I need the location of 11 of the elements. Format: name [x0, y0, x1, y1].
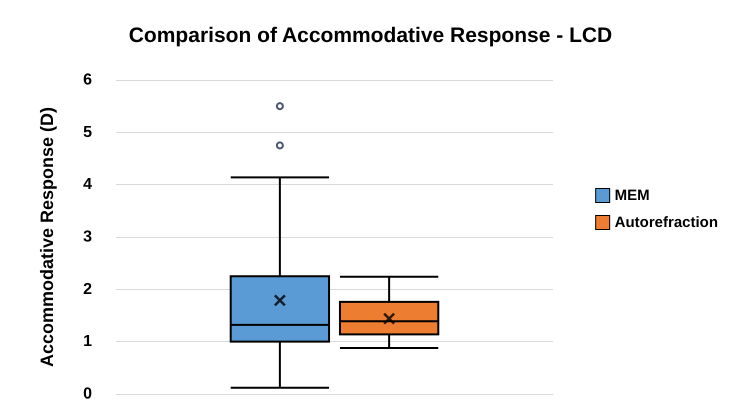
y-tick-label: 4	[83, 176, 92, 194]
chart-title: Comparison of Accommodative Response - LCD	[128, 24, 612, 47]
y-tick-label: 5	[83, 124, 92, 141]
y-tick-label: 6	[83, 72, 92, 88]
y-axis-title: Accommodative Response (D)	[37, 106, 57, 368]
legend-label: Autorefraction	[614, 214, 718, 231]
legend-label: MEM	[614, 187, 650, 204]
y-tick-label: 3	[83, 228, 92, 246]
y-tick-label: 2	[83, 280, 92, 298]
y-tick-label: 1	[83, 333, 92, 350]
y-tick-label: 0	[83, 386, 92, 402]
